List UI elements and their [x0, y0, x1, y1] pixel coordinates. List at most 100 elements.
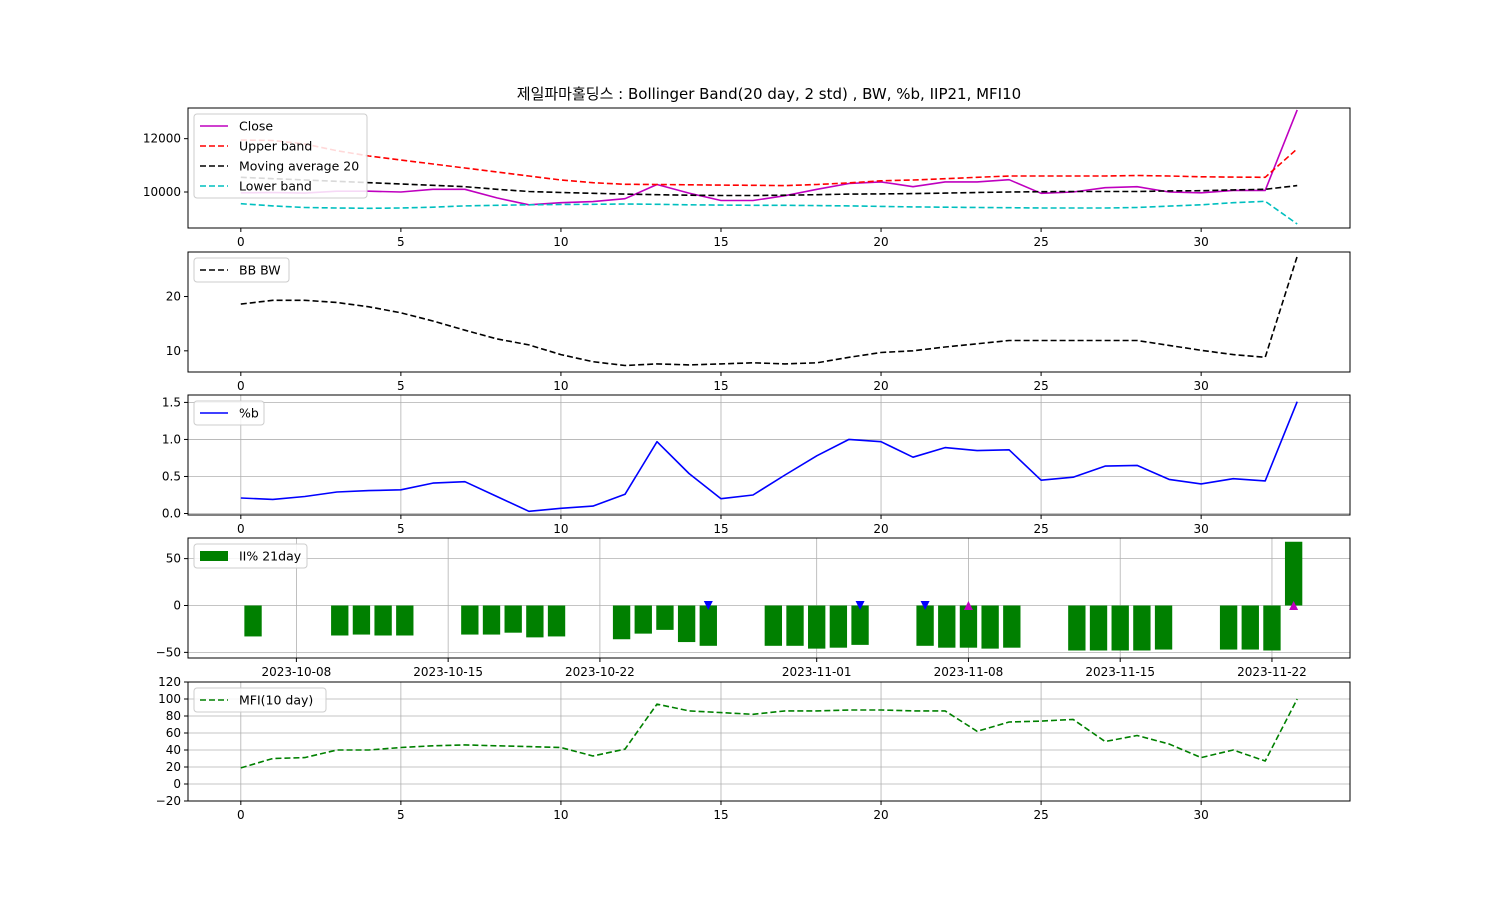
- y-tick-label: 80: [166, 709, 181, 723]
- x-tick-label: 20: [873, 808, 888, 822]
- bar: [677, 605, 696, 643]
- panel-ii_percent: 2023-10-08 2023-10-15 2023-10-22 2023-11-01…: [156, 537, 1351, 679]
- bar: [1068, 605, 1086, 651]
- x-tick-label: 2023-11-08: [934, 665, 1004, 679]
- x-tick-label: 2023-11-22: [1237, 665, 1307, 679]
- x-tick-label: 5: [397, 235, 405, 249]
- bar: [938, 605, 956, 648]
- x-tick-label: 30: [1194, 379, 1209, 393]
- y-tick-label: 120: [158, 675, 181, 689]
- plot-area: [240, 401, 1298, 513]
- legend-box: [193, 257, 290, 283]
- bar: [482, 605, 501, 635]
- bar: [547, 605, 566, 637]
- panel-mfi: 0 5 10 15 20 25 30 −20 0 20 40 60 80 100 120 MFI(10 day…: [156, 675, 1351, 822]
- x-tick-label: 0: [237, 379, 245, 393]
- plot-area: [240, 698, 1298, 769]
- bar: [1241, 605, 1259, 650]
- x-tick-label: 10: [553, 522, 568, 536]
- bar: [504, 605, 522, 633]
- axes-frame: [187, 251, 1351, 373]
- y-tick-label: 0.0: [162, 507, 181, 521]
- x-tick-label: 20: [873, 522, 888, 536]
- bar: [1089, 605, 1108, 651]
- x-tick-label: 30: [1194, 235, 1209, 249]
- legend: BB BW: [193, 257, 290, 283]
- y-tick-label: 60: [166, 726, 181, 740]
- legend-label: MFI(10 day): [239, 693, 313, 708]
- bar: [808, 605, 826, 649]
- bar: [916, 605, 934, 646]
- series-line: [240, 698, 1298, 769]
- bar: [1154, 605, 1173, 650]
- series-line: [240, 109, 1298, 206]
- legend: II% 21day: [193, 543, 308, 569]
- bar: [612, 605, 631, 640]
- x-tick-label: 15: [713, 522, 728, 536]
- bar: [634, 605, 652, 634]
- series-line: [240, 256, 1298, 367]
- y-tick-label: 10000: [143, 185, 181, 199]
- bar: [981, 605, 999, 649]
- series-line: [240, 200, 1298, 225]
- panel-price: 0 5 10 15 20 25 30 10000 12000 Close Upper band Mov…: [143, 107, 1351, 249]
- x-tick-label: 25: [1033, 808, 1048, 822]
- y-tick-label: 12000: [143, 132, 181, 146]
- legend-label: Close: [239, 119, 273, 134]
- bar: [764, 605, 783, 646]
- panel-percent_b: 0 5 10 15 20 25 30 0.0 0.5 1.0 1.5 %b: [162, 394, 1351, 536]
- bar: [1111, 605, 1129, 651]
- bar: [786, 605, 804, 646]
- x-tick-label: 2023-11-01: [782, 665, 852, 679]
- x-tick-label: 0: [237, 522, 245, 536]
- sell-marker: [703, 601, 713, 610]
- legend-box: [193, 113, 368, 199]
- axes-frame: [187, 394, 1351, 516]
- buy-marker: [1289, 601, 1299, 610]
- y-tick-label: 10: [166, 344, 181, 358]
- x-tick-label: 2023-11-15: [1085, 665, 1155, 679]
- y-tick-label: 20: [166, 290, 181, 304]
- legend-box: [193, 687, 327, 713]
- axes-frame: [187, 107, 1351, 229]
- x-tick-label: 15: [713, 379, 728, 393]
- legend-box: [193, 543, 308, 569]
- bar: [959, 605, 978, 648]
- x-tick-label: 5: [397, 808, 405, 822]
- bar: [1284, 541, 1303, 606]
- x-tick-label: 2023-10-15: [413, 665, 483, 679]
- legend: %b: [193, 400, 265, 426]
- x-tick-label: 20: [873, 379, 888, 393]
- bar: [1003, 605, 1021, 648]
- bar: [1219, 605, 1238, 650]
- x-tick-label: 15: [713, 235, 728, 249]
- legend-label: II% 21day: [239, 549, 302, 564]
- legend-box: [193, 400, 265, 426]
- legend-label: %b: [239, 406, 259, 421]
- legend: MFI(10 day): [193, 687, 327, 713]
- bar: [829, 605, 848, 648]
- x-tick-label: 10: [553, 235, 568, 249]
- bar: [526, 605, 544, 638]
- bar: [244, 605, 262, 637]
- axes-frame: [187, 537, 1351, 659]
- figure-title: 제일파마홀딩스 : Bollinger Band(20 day, 2 std) …: [517, 85, 1021, 103]
- plot-area: [244, 541, 1303, 651]
- x-tick-label: 2023-10-22: [565, 665, 635, 679]
- bar: [352, 605, 371, 635]
- bar: [851, 605, 869, 645]
- x-tick-label: 30: [1194, 522, 1209, 536]
- bar: [331, 605, 349, 636]
- x-tick-label: 5: [397, 379, 405, 393]
- bar: [699, 605, 717, 646]
- legend: Close Upper band Moving average 20 Lower ba…: [193, 113, 368, 199]
- x-tick-label: 15: [713, 808, 728, 822]
- bar: [374, 605, 392, 636]
- sell-marker: [855, 601, 865, 610]
- x-tick-label: 25: [1033, 379, 1048, 393]
- panel-bandwidth: 0 5 10 15 20 25 30 10 20 BB BW: [166, 251, 1351, 393]
- x-tick-label: 2023-10-08: [262, 665, 332, 679]
- sell-marker: [920, 601, 930, 610]
